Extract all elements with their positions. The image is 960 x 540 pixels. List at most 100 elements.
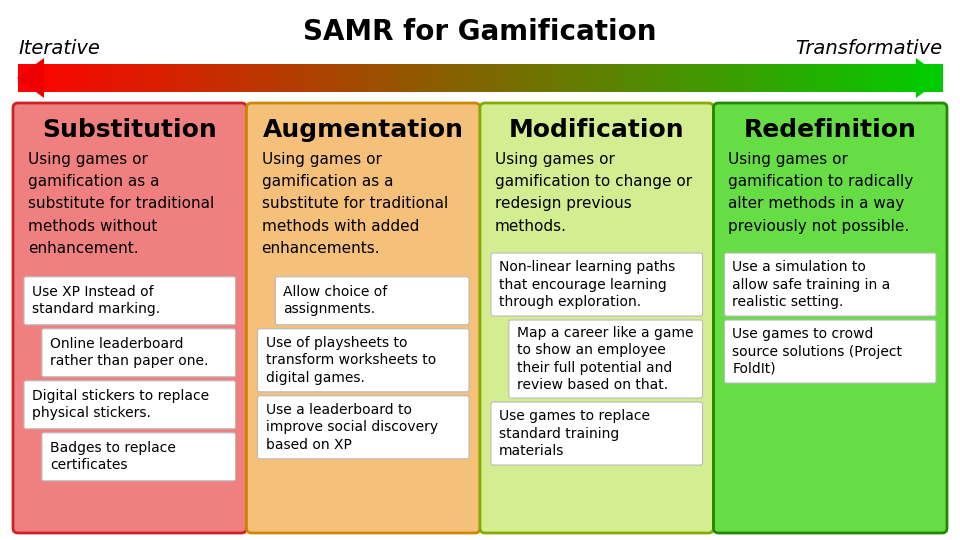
Bar xyxy=(631,64,635,92)
Bar xyxy=(844,64,847,92)
Bar xyxy=(350,64,354,92)
Bar xyxy=(819,64,823,92)
Bar xyxy=(588,64,591,92)
Bar xyxy=(421,64,425,92)
Bar xyxy=(681,64,684,92)
Bar xyxy=(36,64,40,92)
Bar xyxy=(21,64,25,92)
Bar xyxy=(847,64,851,92)
Bar xyxy=(357,64,360,92)
Bar xyxy=(548,64,551,92)
Bar xyxy=(533,64,536,92)
Bar xyxy=(205,64,209,92)
Bar xyxy=(301,64,305,92)
Bar xyxy=(431,64,434,92)
Bar xyxy=(366,64,370,92)
Bar xyxy=(659,64,662,92)
Bar xyxy=(600,64,604,92)
Bar xyxy=(816,64,819,92)
FancyBboxPatch shape xyxy=(42,433,235,481)
Bar xyxy=(77,64,80,92)
Bar xyxy=(462,64,465,92)
Bar xyxy=(748,64,752,92)
Bar xyxy=(822,64,826,92)
Bar xyxy=(664,64,668,92)
Bar xyxy=(465,64,468,92)
Bar xyxy=(933,64,936,92)
Bar xyxy=(148,64,151,92)
Bar xyxy=(345,64,348,92)
Bar xyxy=(110,64,114,92)
Bar xyxy=(70,64,74,92)
Text: Augmentation: Augmentation xyxy=(263,118,464,142)
Bar xyxy=(492,64,496,92)
Bar xyxy=(342,64,345,92)
Bar xyxy=(508,64,512,92)
Bar xyxy=(875,64,877,92)
Text: Use a leaderboard to
improve social discovery
based on XP: Use a leaderboard to improve social disc… xyxy=(266,403,438,451)
Bar xyxy=(656,64,660,92)
Text: Badges to replace
certificates: Badges to replace certificates xyxy=(50,441,176,472)
Bar xyxy=(299,64,301,92)
Bar xyxy=(452,64,456,92)
Bar xyxy=(419,64,422,92)
Bar xyxy=(696,64,699,92)
Bar xyxy=(730,64,733,92)
Bar xyxy=(304,64,308,92)
Bar xyxy=(671,64,675,92)
Bar xyxy=(610,64,612,92)
Bar xyxy=(42,64,46,92)
Bar xyxy=(95,64,99,92)
Bar xyxy=(880,64,884,92)
Text: Using games or
gamification to change or
redesign previous
methods.: Using games or gamification to change or… xyxy=(495,152,692,234)
Bar xyxy=(612,64,616,92)
Bar xyxy=(557,64,561,92)
Bar xyxy=(640,64,644,92)
Text: Using games or
gamification to radically
alter methods in a way
previously not p: Using games or gamification to radically… xyxy=(729,152,914,234)
Bar xyxy=(39,64,43,92)
Bar xyxy=(883,64,887,92)
Bar xyxy=(495,64,499,92)
Bar xyxy=(58,64,61,92)
Bar xyxy=(292,64,296,92)
Bar xyxy=(622,64,625,92)
Bar xyxy=(372,64,375,92)
Bar xyxy=(286,64,290,92)
Bar xyxy=(80,64,84,92)
Bar xyxy=(264,64,268,92)
Bar xyxy=(360,64,364,92)
Bar xyxy=(166,64,169,92)
Bar xyxy=(159,64,163,92)
Bar xyxy=(181,64,185,92)
Bar xyxy=(936,64,940,92)
Bar xyxy=(412,64,416,92)
Bar xyxy=(98,64,102,92)
Bar xyxy=(271,64,275,92)
Bar xyxy=(116,64,120,92)
Bar xyxy=(539,64,542,92)
Bar xyxy=(714,64,718,92)
Bar xyxy=(449,64,453,92)
Text: Using games or
gamification as a
substitute for traditional
methods with added
e: Using games or gamification as a substit… xyxy=(261,152,447,256)
Bar xyxy=(323,64,326,92)
Bar xyxy=(83,64,86,92)
Bar xyxy=(477,64,481,92)
Text: Use of playsheets to
transform worksheets to
digital games.: Use of playsheets to transform worksheet… xyxy=(266,336,436,384)
Bar xyxy=(526,64,530,92)
Bar xyxy=(18,64,21,92)
Bar xyxy=(73,64,77,92)
Bar xyxy=(144,64,148,92)
Bar xyxy=(233,64,237,92)
Bar xyxy=(34,64,37,92)
Bar xyxy=(314,64,317,92)
Bar xyxy=(760,64,764,92)
Bar xyxy=(926,64,930,92)
Bar xyxy=(757,64,760,92)
Bar xyxy=(307,64,311,92)
Bar xyxy=(289,64,293,92)
Bar xyxy=(129,64,132,92)
Bar xyxy=(684,64,686,92)
Bar xyxy=(348,64,351,92)
Bar xyxy=(890,64,893,92)
Bar xyxy=(689,64,693,92)
